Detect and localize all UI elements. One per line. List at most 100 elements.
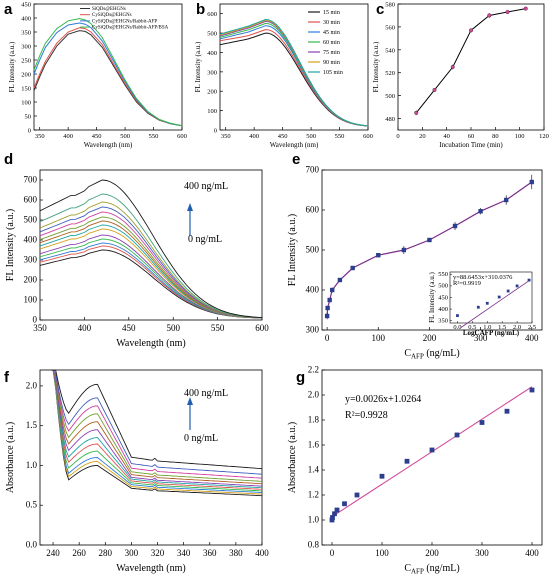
data-point xyxy=(330,515,335,520)
y-tick-label: 600 xyxy=(306,205,320,215)
x-tick-label: 400 xyxy=(525,333,539,343)
legend-label: CySiQDs@EHGNs/Rabbit-AFP xyxy=(92,19,157,24)
x-axis-label: CAFP (ng/mL) xyxy=(404,563,459,576)
inset-data-point xyxy=(456,314,459,317)
x-tick-label: 0 xyxy=(325,333,330,343)
y-axis-label: Absorbance (a.u.) xyxy=(287,422,298,493)
x-tick-label: 350 xyxy=(33,323,47,333)
annotation-bottom: 0 ng/mL xyxy=(184,433,218,444)
x-tick-label: 450 xyxy=(122,323,136,333)
legend-label: 105 min xyxy=(323,70,343,76)
series-line xyxy=(50,369,263,495)
x-tick-label: 300 xyxy=(474,333,488,343)
series-line xyxy=(39,179,263,318)
inset-data-point xyxy=(497,295,501,299)
inset-x-tick-label: 1.0 xyxy=(483,324,491,331)
x-tick-label: 100 xyxy=(515,133,525,140)
data-point xyxy=(325,305,330,311)
y-axis-label: FL Intensity (a.u.) xyxy=(8,41,16,92)
inset-equation: y=88.6453x+310.0376 xyxy=(453,274,513,281)
series-line xyxy=(33,22,183,127)
x-label-unit: (ng/mL) xyxy=(424,563,460,574)
panel-label-e: e xyxy=(292,151,300,168)
y-tick-label: 600 xyxy=(24,195,38,205)
y-tick-label: 500 xyxy=(24,215,38,225)
data-point xyxy=(329,517,335,523)
series-line xyxy=(219,22,369,127)
data-point xyxy=(332,511,337,517)
panel-label-g: g xyxy=(296,369,305,386)
y-tick-label: 300 xyxy=(24,255,38,265)
data-point xyxy=(427,237,432,243)
x-label-unit: (ng/mL) xyxy=(424,348,460,359)
x-tick-label: 600 xyxy=(177,133,187,140)
inset-x-tick-label: 2.5 xyxy=(528,324,536,331)
data-point xyxy=(505,10,510,14)
x-tick-label: 400 xyxy=(249,133,259,140)
panel-label-d: d xyxy=(4,151,13,168)
panel-d: 350 400 450 500 550 600 0 100 200 300 400 500 600 700… xyxy=(5,169,269,349)
x-label-sub: AFP xyxy=(411,568,424,576)
data-point xyxy=(432,87,437,92)
y-tick-label: 580 xyxy=(385,2,395,9)
y-tick-label: 1.8 xyxy=(308,415,320,425)
y-tick-label: 0.0 xyxy=(26,540,38,550)
x-tick-label: 120 xyxy=(539,133,549,140)
panel-b: 350 400 450 500 550 600 0 100 200 300 400 500 600 Wav… xyxy=(194,3,373,149)
plot-frame xyxy=(219,3,369,131)
series-line xyxy=(50,369,263,492)
inset-y-tick-label: 550 xyxy=(438,271,448,278)
x-tick-label: 100 xyxy=(375,548,389,558)
y-tick-label: 540 xyxy=(385,47,395,54)
x-tick-label: 400 xyxy=(525,548,539,558)
x-tick-label: 0 xyxy=(330,548,335,558)
y-tick-label: 1.0 xyxy=(308,515,320,525)
x-tick-label: 40 xyxy=(443,133,450,140)
inset-x-tick-label: 1.5 xyxy=(498,324,506,331)
series-line xyxy=(33,18,183,127)
inset-x-tick-label: 2.0 xyxy=(513,324,521,331)
x-tick-label: 60 xyxy=(468,133,475,140)
y-tick-label: 2.2 xyxy=(308,365,319,375)
data-point xyxy=(529,179,534,185)
y-tick-label: 0 xyxy=(33,315,38,325)
y-tick-label: 0.5 xyxy=(26,500,38,510)
x-tick-label: 600 xyxy=(255,323,269,333)
x-axis-label: CAFP (ng/mL) xyxy=(404,348,459,361)
data-point xyxy=(379,473,385,479)
y-tick-label: 300 xyxy=(306,325,320,335)
data-point xyxy=(334,507,340,513)
annotation-bottom: 0 ng/mL xyxy=(188,234,222,245)
data-point xyxy=(330,287,335,293)
data-point xyxy=(327,297,332,303)
inset-data-point xyxy=(527,278,531,282)
y-tick-label: 1.0 xyxy=(26,460,38,470)
y-tick-label: 150 xyxy=(21,86,31,93)
x-tick-label: 320 xyxy=(151,548,165,558)
data-point xyxy=(404,458,410,464)
data-point xyxy=(487,13,492,18)
data-point xyxy=(523,6,528,11)
x-label-main: C xyxy=(404,563,411,574)
fit-equation: y=0.0026x+1.0264 xyxy=(345,394,421,405)
annotation-top: 400 ng/mL xyxy=(184,388,228,399)
x-tick-label: 0 xyxy=(396,133,399,140)
inset-frame xyxy=(449,271,533,324)
x-tick-label: 380 xyxy=(229,548,243,558)
y-tick-label: 200 xyxy=(207,89,217,96)
x-tick-label: 550 xyxy=(149,133,159,140)
legend-label: SiQDs@EHGNs xyxy=(92,7,126,12)
x-tick-label: 350 xyxy=(221,133,231,140)
x-tick-label: 550 xyxy=(335,133,345,140)
x-tick-label: 260 xyxy=(72,548,86,558)
series-line xyxy=(219,29,369,127)
legend-label: CySiQDs@EHGNs xyxy=(92,13,132,18)
inset-y-tick-label: 500 xyxy=(438,283,448,290)
data-point xyxy=(376,253,381,258)
series-line xyxy=(50,369,263,470)
x-tick-label: 300 xyxy=(475,548,489,558)
legend-label: 75 min xyxy=(323,50,340,56)
data-point xyxy=(478,209,483,214)
y-tick-label: 500 xyxy=(207,31,217,38)
